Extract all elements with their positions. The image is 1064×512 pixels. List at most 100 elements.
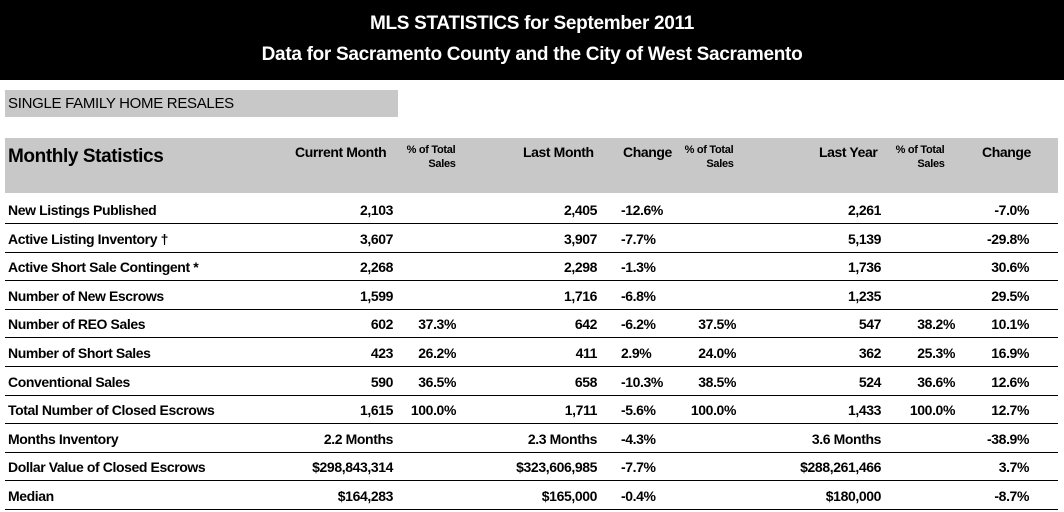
last-month: 3,907 <box>563 230 597 247</box>
last-month: $165,000 <box>541 488 598 504</box>
last-year: 547 <box>858 316 882 333</box>
table-row: Months Inventory 2.2 Months 2.3 Months -4.3… <box>5 424 1058 453</box>
row-label: Median <box>8 488 54 504</box>
last-month-change: -12.6% <box>621 202 663 218</box>
pct-label: % of Total <box>406 144 456 156</box>
current-month: 2,268 <box>359 259 393 276</box>
last-month: 2,405 <box>563 202 597 218</box>
header-change-1: Change <box>623 144 672 160</box>
last-year: 3.6 Months <box>811 430 882 447</box>
pct-label: % of Total <box>895 144 945 156</box>
last-year-change: 30.6% <box>991 259 1029 276</box>
current-month: 3,607 <box>359 230 393 247</box>
last-year-pct: 38.2% <box>917 316 955 333</box>
pct-label: % of Total <box>684 144 734 156</box>
current-month: $164,283 <box>337 488 394 504</box>
table-row: Conventional Sales 590 36.5% 658 -10.3% 38.5%… <box>5 367 1058 396</box>
last-year: 5,139 <box>847 230 881 247</box>
report-title: MLS STATISTICS for September 2011 <box>369 13 695 34</box>
row-label: Number of REO Sales <box>8 316 146 333</box>
last-year: 2,261 <box>847 202 881 218</box>
last-year: $180,000 <box>825 488 882 504</box>
last-year-change: -38.9% <box>987 430 1029 447</box>
table-row: Dollar Value of Closed Escrows $298,843,3… <box>5 452 1058 482</box>
row-label: Months Inventory <box>8 430 119 447</box>
last-year-change: 12.6% <box>991 373 1029 390</box>
current-month: $298,843,314 <box>312 459 393 476</box>
pct-sub-label: Sales <box>917 158 945 170</box>
last-year: 524 <box>858 373 882 390</box>
last-month: 1,711 <box>564 402 598 419</box>
row-label: Number of Short Sales <box>8 345 151 361</box>
last-year-change: 16.9% <box>991 345 1029 361</box>
last-month-change: -5.6% <box>621 402 656 419</box>
last-month: 658 <box>574 373 598 390</box>
last-year-change: 3.7% <box>998 459 1030 476</box>
last-month-change: -0.4% <box>621 488 656 504</box>
row-label: Total Number of Closed Escrows <box>8 402 215 419</box>
last-month-change: -6.2% <box>621 316 656 333</box>
last-month-change: -10.3% <box>621 373 663 390</box>
current-month: 590 <box>370 373 394 390</box>
last-year-change: -29.8% <box>987 230 1029 247</box>
table-row: Number of New Escrows 1,599 1,716 -6.8% 1,23… <box>5 281 1058 310</box>
header-last-month: Last Month <box>523 144 594 160</box>
current-month: 1,599 <box>359 287 393 304</box>
row-label: Conventional Sales <box>8 373 130 390</box>
table-row: Total Number of Closed Escrows 1,615 100.0… <box>5 395 1058 425</box>
section-heading: SINGLE FAMILY HOME RESALES <box>5 90 398 117</box>
current-pct: 26.2% <box>418 345 456 361</box>
last-year-change: 12.7% <box>991 402 1029 419</box>
last-month: 411 <box>575 345 598 361</box>
last-month: 2.3 Months <box>527 430 598 447</box>
last-year-change: -7.0% <box>994 202 1029 218</box>
last-month: $323,606,985 <box>516 459 597 476</box>
last-year: 1,736 <box>847 259 881 276</box>
last-month-change: -6.8% <box>621 287 656 304</box>
last-year-change: 29.5% <box>991 287 1029 304</box>
header-pct-total-3: % of Total Sales <box>889 143 951 171</box>
report-banner: MLS STATISTICS for September 2011 Data f… <box>0 0 1064 80</box>
header-monthly-statistics: Monthly Statistics <box>8 146 164 167</box>
table-row: New Listings Published 2,103 2,405 -12.6% 2,… <box>5 195 1058 224</box>
pct-sub-label: Sales <box>428 158 456 170</box>
last-year-pct: 36.6% <box>917 373 955 390</box>
table-header: Monthly Statistics Current Month % of To… <box>5 138 1058 193</box>
last-year-change: 10.1% <box>991 316 1029 333</box>
last-month-pct: 100.0% <box>690 402 736 419</box>
last-month-change: -1.3% <box>621 259 656 276</box>
row-label: New Listings Published <box>8 202 157 218</box>
table-row: Active Short Sale Contingent * 2,268 2,298… <box>5 252 1058 282</box>
last-month-pct: 37.5% <box>698 316 736 333</box>
table-row: Median $164,283 $165,000 -0.4% $180,000 -8.7% <box>5 481 1058 510</box>
last-month-change: -4.3% <box>621 430 656 447</box>
table-row: Number of REO Sales 602 37.3% 642 -6.2% 37.5%… <box>5 309 1058 339</box>
row-label: Dollar Value of Closed Escrows <box>8 459 206 476</box>
current-month: 602 <box>370 316 394 333</box>
header-change-2: Change <box>982 144 1031 160</box>
current-pct: 37.3% <box>418 316 456 333</box>
header-current-month: Current Month <box>295 144 387 160</box>
last-year-change: -8.7% <box>994 488 1029 504</box>
last-year: 362 <box>858 345 882 361</box>
last-month-change: 2.9% <box>621 345 652 361</box>
row-label: Number of New Escrows <box>8 287 164 304</box>
last-year-pct: 25.3% <box>917 345 955 361</box>
last-month: 642 <box>574 316 598 333</box>
last-month-pct: 38.5% <box>698 373 736 390</box>
header-pct-total-2: % of Total Sales <box>678 143 740 171</box>
last-month-change: -7.7% <box>621 230 656 247</box>
last-month: 2,298 <box>563 259 597 276</box>
last-year: 1,433 <box>847 402 881 419</box>
header-pct-total-1: % of Total Sales <box>400 143 462 171</box>
pct-sub-label: Sales <box>706 158 734 170</box>
last-month-change: -7.7% <box>621 459 656 476</box>
last-year-pct: 100.0% <box>909 402 955 419</box>
current-month: 1,615 <box>359 402 393 419</box>
last-month: 1,716 <box>563 287 597 304</box>
current-month: 2.2 Months <box>323 430 394 447</box>
last-year: $288,261,466 <box>800 459 881 476</box>
table-row: Number of Short Sales 423 26.2% 411 2.9% 24.0… <box>5 338 1058 367</box>
header-last-year: Last Year <box>819 144 878 160</box>
row-label: Active Listing Inventory † <box>8 230 168 247</box>
